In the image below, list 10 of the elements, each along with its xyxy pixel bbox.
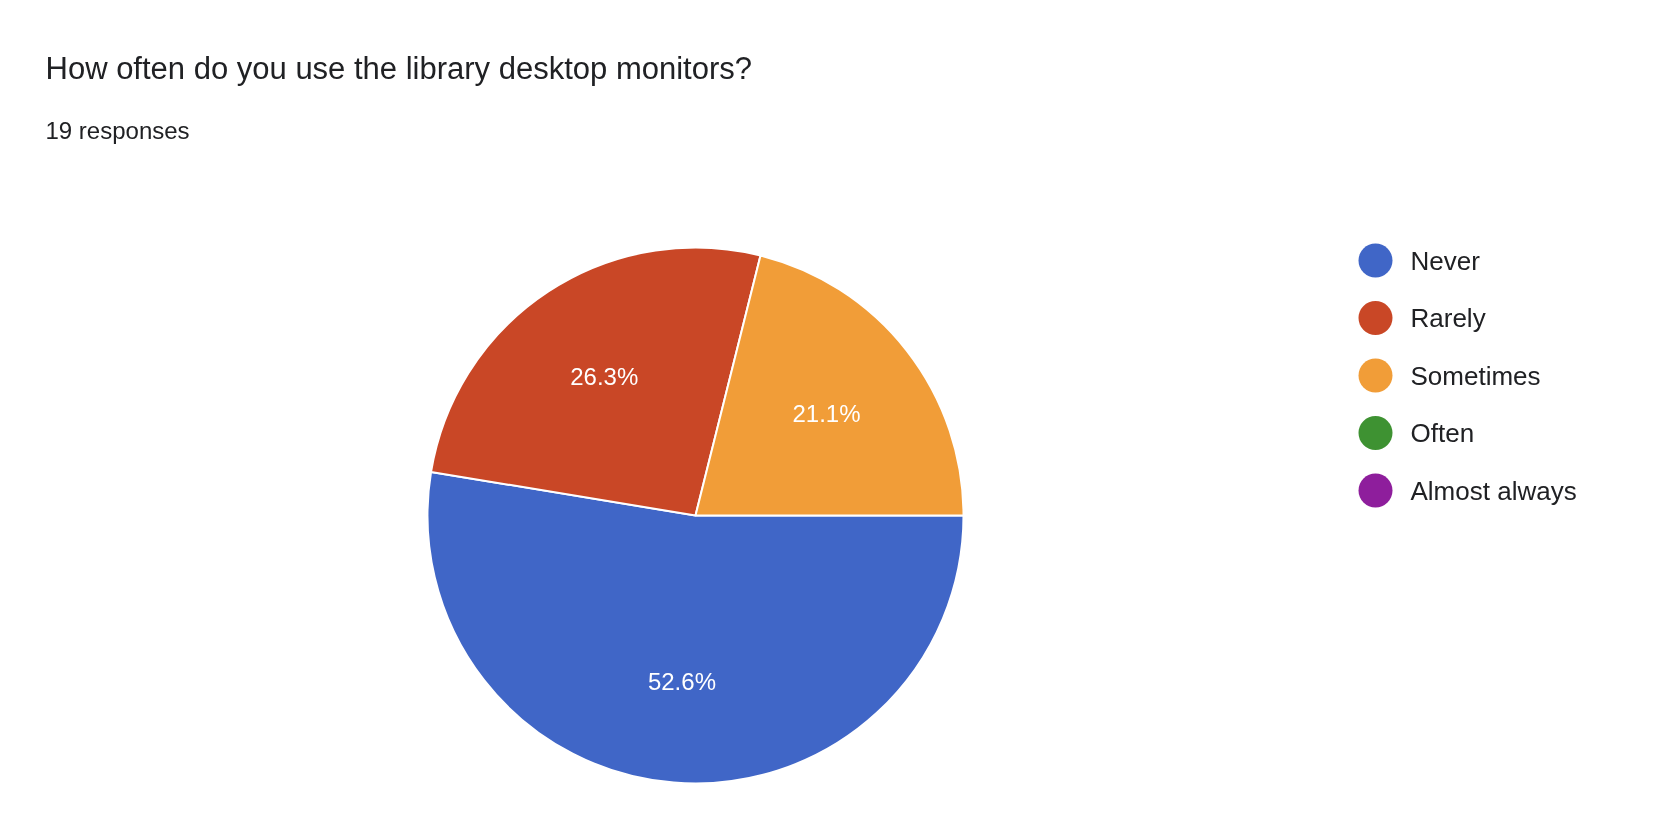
data-label: 26.3% <box>570 363 639 391</box>
data-label: 21.1% <box>792 399 861 427</box>
legend-label: Often <box>1410 418 1475 448</box>
legend-label: Rarely <box>1410 303 1486 333</box>
data-label: 52.6% <box>647 667 716 695</box>
legend-label: Never <box>1410 245 1481 276</box>
text: 19 responses <box>45 116 190 144</box>
chart-title: How often do you use the library desktop monitors? <box>45 50 752 86</box>
legend-label: Almost always <box>1410 475 1577 506</box>
legend-label: Sometimes <box>1410 360 1541 391</box>
